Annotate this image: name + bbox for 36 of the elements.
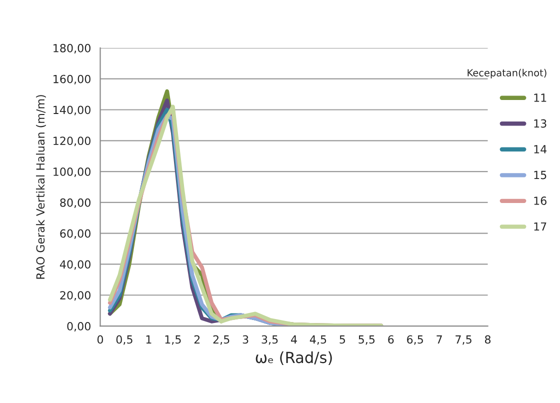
x-tick-label: 1 xyxy=(146,335,152,344)
y-tick-label: 100,00 xyxy=(54,168,90,178)
legend-label: 17 xyxy=(534,222,546,231)
y-tick-label: 0,00 xyxy=(67,322,90,332)
x-tick-label: 0,5 xyxy=(116,335,132,345)
x-axis-title: ωₑ (Rad/s) xyxy=(256,351,332,365)
x-tick-label: 7,5 xyxy=(456,335,472,345)
x-tick-label: 6 xyxy=(388,335,394,344)
x-tick-label: 4,5 xyxy=(310,335,326,345)
x-tick-label: 7 xyxy=(436,335,442,344)
y-tick-label: 20,00 xyxy=(60,291,90,301)
x-tick-label: 2,5 xyxy=(213,335,230,345)
x-tick-label: 4 xyxy=(291,335,297,344)
y-tick-label: 120,00 xyxy=(54,136,90,146)
x-tick-label: 3 xyxy=(242,335,248,344)
x-tick-label: 6,5 xyxy=(407,335,423,345)
legend-label: 14 xyxy=(534,145,547,154)
y-tick-label: 40,00 xyxy=(60,260,90,270)
legend-label: 15 xyxy=(534,170,546,180)
x-tick-label: 5 xyxy=(340,335,346,344)
y-tick-label: 180,00 xyxy=(54,44,90,54)
y-tick-label: 140,00 xyxy=(54,106,90,116)
legend-label: 13 xyxy=(534,119,546,128)
y-tick-label: 60,00 xyxy=(60,229,90,239)
legend-label: 11 xyxy=(534,94,546,102)
legend-label: 16 xyxy=(534,196,546,205)
x-tick-label: 5,5 xyxy=(358,335,375,345)
x-tick-label: 8 xyxy=(484,335,491,344)
y-tick-label: 80,00 xyxy=(60,198,90,208)
x-tick-label: 0 xyxy=(97,335,104,344)
x-tick-label: 3,5 xyxy=(262,335,278,345)
legend-title: Kecepatan(knot) xyxy=(468,68,546,78)
x-tick-label: 1,5 xyxy=(165,335,181,345)
y-tick-label: 160,00 xyxy=(54,74,90,84)
y-axis-title: RAO Gerak Vertikal Haluan (m/m) xyxy=(36,95,46,279)
x-tick-label: 2 xyxy=(194,335,200,344)
